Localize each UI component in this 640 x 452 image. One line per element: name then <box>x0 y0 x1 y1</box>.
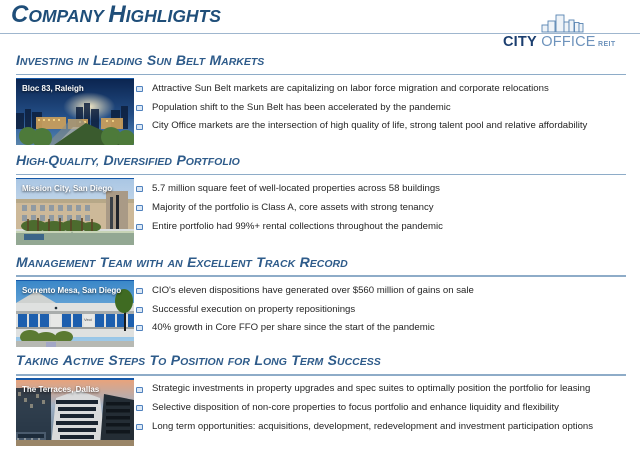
svg-text:Veoi: Veoi <box>84 317 92 322</box>
